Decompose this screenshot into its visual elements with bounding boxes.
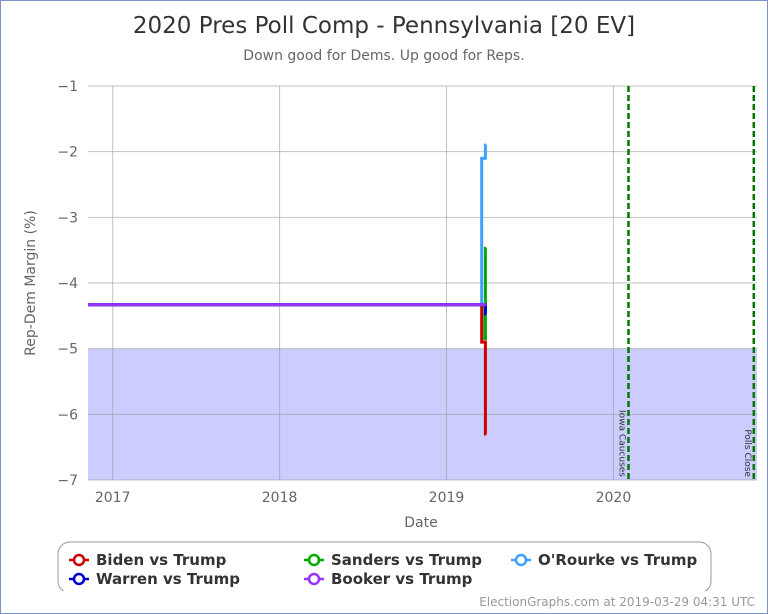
x-tick-label: 2019 xyxy=(429,490,465,506)
legend-symbol-marker xyxy=(307,572,321,586)
y-tick-label: −6 xyxy=(57,407,78,423)
chart: 2020 Pres Poll Comp - Pennsylvania [20 E… xyxy=(23,13,757,594)
legend-label: Biden vs Trump xyxy=(96,551,227,569)
legend-symbol-marker xyxy=(72,572,86,586)
legend-label: O'Rourke vs Trump xyxy=(538,551,697,569)
legend-label: Booker vs Trump xyxy=(331,570,473,588)
chart-subtitle: Down good for Dems. Up good for Reps. xyxy=(243,48,524,64)
y-tick-label: −5 xyxy=(57,342,78,358)
legend-item: O'Rourke vs Trump xyxy=(511,551,697,569)
legend-item: Biden vs Trump xyxy=(69,551,227,569)
legend-symbol-marker xyxy=(514,553,528,567)
y-tick-label: −1 xyxy=(57,79,78,95)
legend-item: Warren vs Trump xyxy=(69,570,240,588)
x-tick-label: 2017 xyxy=(95,490,131,506)
event-label: Iowa Caucuses xyxy=(617,410,627,477)
x-tick-label: 2020 xyxy=(596,490,632,506)
legend-item: Booker vs Trump xyxy=(304,570,473,588)
legend-item: Sanders vs Trump xyxy=(304,551,482,569)
series-line-sanders xyxy=(88,246,487,341)
legend-symbol-marker xyxy=(307,553,321,567)
y-axis-label: Rep-Dem Margin (%) xyxy=(23,210,39,356)
y-tick-label: −3 xyxy=(57,210,78,226)
x-axis-label: Date xyxy=(404,515,437,531)
legend-label: Warren vs Trump xyxy=(96,570,240,588)
y-tick-label: −4 xyxy=(57,276,78,292)
chart-title: 2020 Pres Poll Comp - Pennsylvania [20 E… xyxy=(133,13,635,39)
x-tick-label: 2018 xyxy=(262,490,298,506)
event-label: Polls Close xyxy=(742,429,752,477)
legend-symbol-marker xyxy=(72,553,86,567)
legend-label: Sanders vs Trump xyxy=(331,551,482,569)
series-line-orourke xyxy=(88,143,487,307)
y-tick-label: −7 xyxy=(57,473,78,489)
y-tick-label: −2 xyxy=(57,145,78,161)
legend: Biden vs Trump Sanders vs Trump O'Rourke v… xyxy=(57,541,712,594)
footer-credit: ElectionGraphs.com at 2019-03-29 04:31 U… xyxy=(479,595,755,609)
